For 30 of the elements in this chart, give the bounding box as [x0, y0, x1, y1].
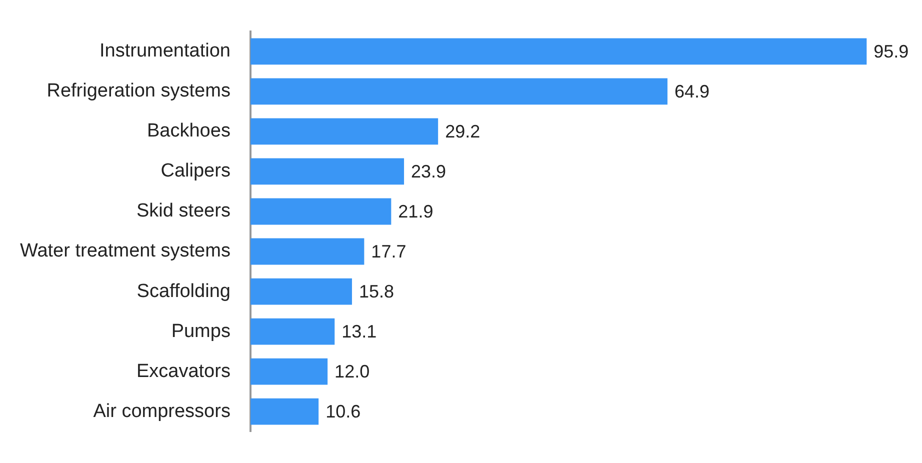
data-label: 12.0: [334, 362, 370, 382]
bar: [250, 118, 438, 145]
y-tick-label: Scaffolding: [136, 280, 230, 302]
y-tick-label: Refrigeration systems: [46, 80, 230, 102]
bar: [250, 78, 668, 105]
y-tick-label: Water treatment systems: [20, 240, 230, 262]
data-label: 95.9: [874, 41, 909, 62]
data-label: 64.9: [674, 81, 710, 102]
y-tick-label: Backhoes: [147, 120, 230, 142]
bar: [250, 318, 335, 345]
bar: [250, 158, 404, 185]
bar: [250, 238, 364, 265]
data-label: 21.9: [398, 201, 434, 222]
bar: [250, 398, 319, 425]
y-tick-label: Skid steers: [136, 200, 230, 222]
bar: [250, 38, 867, 65]
data-label: 23.9: [411, 161, 446, 182]
y-tick-label: Pumps: [171, 320, 230, 342]
bar: [250, 358, 328, 385]
y-tick-label: Air compressors: [93, 400, 230, 422]
y-tick-label: Instrumentation: [99, 40, 230, 62]
bar: [250, 278, 352, 305]
y-tick-label: Calipers: [160, 160, 230, 182]
data-label: 10.6: [326, 402, 361, 422]
bar: [250, 198, 392, 225]
data-label: 17.7: [371, 241, 406, 262]
y-tick-label: Excavators: [136, 360, 230, 382]
data-label: 13.1: [342, 322, 377, 342]
data-label: 29.2: [445, 121, 480, 142]
data-label: 15.8: [358, 282, 394, 302]
